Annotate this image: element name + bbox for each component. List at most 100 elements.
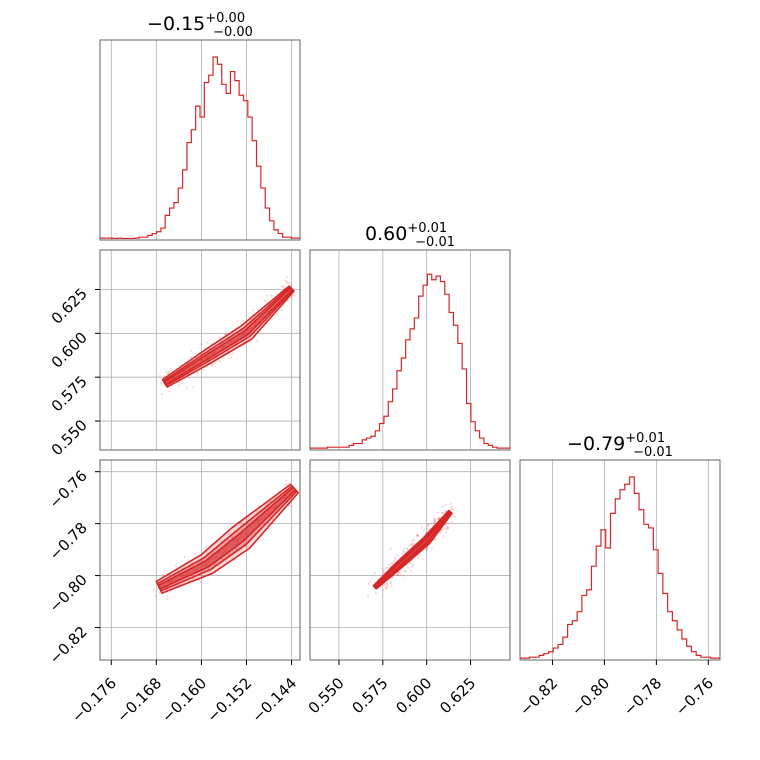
xtick-label-p2-2: 0.600	[392, 674, 435, 717]
density-1-3-point-16	[194, 552, 197, 555]
density-1-2-point-205	[236, 320, 239, 323]
density-1-3-point-208	[199, 581, 202, 584]
density-2-3-point-145	[389, 582, 392, 585]
title-param-3: −0.79+0.01 −0.01	[567, 431, 673, 460]
hist-3-steps	[520, 476, 720, 659]
density-2-3-point-115	[403, 570, 406, 573]
density-1-2-point-246	[222, 357, 225, 360]
hist-1-background	[100, 40, 300, 240]
density-2-3-point-84	[368, 580, 372, 583]
title-param-3-value: −0.79	[567, 433, 625, 455]
density-2-3-point-8	[445, 523, 448, 527]
density-2-3-point-41	[406, 547, 409, 550]
density-1-3-point-175	[170, 590, 173, 593]
density-1-2-point-185	[290, 284, 293, 287]
density-2-3-point-93	[449, 502, 452, 506]
density-2-3-point-109	[441, 505, 444, 508]
density-1-2-point-281	[224, 333, 227, 336]
density-1-3-point-237	[154, 594, 157, 597]
density-2-3-point-212	[381, 567, 384, 570]
density-1-3-point-9	[221, 557, 224, 561]
xtick-label-p2-1: 0.575	[349, 674, 392, 717]
density-2-3-point-16	[410, 544, 413, 547]
density-2-3-point-92	[384, 586, 387, 589]
density-1-2-point-26	[202, 368, 206, 371]
density-2-3-point-166	[383, 569, 386, 572]
xtick-label-p1-2: −0.160	[158, 674, 210, 726]
density-2-3-point-129	[434, 520, 437, 523]
density-1-2-point-77	[249, 341, 252, 344]
density-1-3-point-71	[229, 552, 232, 555]
density-1-3-point-290	[266, 502, 269, 505]
density-2-3-point-186	[417, 556, 420, 560]
density-2-3-point-247	[396, 573, 399, 576]
density-1-2-point-108	[205, 341, 208, 344]
density-2-3-point-19	[404, 570, 407, 573]
density-1-3-point-60	[236, 531, 239, 534]
density-2-3-point-221	[444, 527, 447, 530]
density-2-3-point-214	[408, 544, 411, 547]
density-1-2-point-43	[269, 294, 272, 297]
density-2-3-point-128	[385, 586, 388, 589]
ytick-label-p3-2: −0.78	[46, 519, 91, 564]
density-1-3-point-90	[158, 591, 161, 595]
density-1-2-point-228	[196, 371, 199, 374]
density-2-3-point-146	[425, 548, 428, 551]
density-2-3-point-101	[433, 517, 436, 520]
ytick-label-p3-0: −0.82	[46, 623, 91, 668]
density-2-3-point-196	[393, 556, 396, 559]
density-2-3-point-150	[385, 588, 388, 591]
density-1-2-point-171	[169, 367, 172, 370]
density-1-2-point-19	[284, 279, 287, 282]
title-param-2-upper: +0.01	[407, 221, 447, 236]
density-1-2-point-78	[160, 393, 163, 396]
density-2-3-point-42	[427, 523, 430, 526]
density-1-2-point-82	[218, 359, 221, 363]
density-1-2-point-224	[255, 339, 258, 342]
density-1-2-point-272	[159, 381, 163, 384]
density-1-3-point-59	[289, 504, 292, 508]
density-1-2-point-172	[188, 376, 191, 380]
density-1-2-point-136	[242, 320, 245, 323]
density-1-2-point-200	[281, 284, 284, 288]
density-1-2-background	[100, 250, 300, 450]
density-1-2-point-179	[285, 280, 288, 283]
density-1-2-point-218	[286, 282, 289, 285]
density-2-3-point-299	[386, 584, 389, 588]
xtick-label-p3-1: −0.80	[568, 674, 613, 719]
density-2-3-point-55	[420, 525, 423, 528]
density-2-3-point-244	[442, 535, 445, 538]
density-2-3-point-98	[381, 589, 384, 592]
density-2-3-point-242	[390, 561, 393, 565]
density-1-2-point-210	[179, 364, 182, 367]
density-1-2-point-174	[264, 301, 267, 304]
density-1-3-contour-middle	[156, 485, 298, 592]
density-1-2-point-177	[181, 382, 184, 385]
density-1-2-point-297	[167, 371, 170, 374]
density-1-2-point-184	[166, 372, 169, 375]
density-1-2-point-83	[189, 356, 192, 359]
density-1-2-point-175	[290, 294, 294, 297]
density-2-3-point-49	[382, 571, 385, 574]
density-1-2-point-222	[280, 309, 283, 312]
density-2-3-point-217	[426, 547, 430, 550]
density-1-2-point-268	[271, 295, 274, 298]
density-1-2-point-248	[288, 281, 291, 284]
density-1-2-point-261	[192, 386, 195, 389]
density-1-3-point-42	[166, 595, 169, 598]
density-2-3-point-133	[394, 557, 397, 561]
title-param-3-lower: −0.01	[633, 445, 673, 460]
density-1-2-point-123	[231, 352, 234, 355]
density-2-3-point-80	[403, 551, 406, 554]
density-1-2-point-10	[256, 308, 259, 311]
density-2-3-point-75	[427, 523, 430, 526]
density-1-3-point-270	[284, 483, 287, 486]
density-1-2-point-276	[168, 390, 171, 393]
density-1-3-contour-inner	[157, 486, 297, 590]
density-2-3-point-107	[416, 533, 419, 537]
density-1-3-point-278	[166, 598, 169, 601]
density-1-2-point-63	[286, 299, 289, 302]
density-2-3-point-46	[427, 525, 430, 528]
density-1-2-point-110	[158, 374, 161, 377]
title-param-3-upper: +0.01	[625, 431, 665, 446]
